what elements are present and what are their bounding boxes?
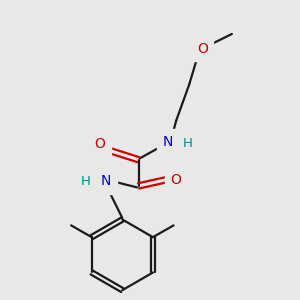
Text: O: O xyxy=(170,173,181,187)
Text: O: O xyxy=(197,42,208,56)
Text: O: O xyxy=(94,137,105,151)
Text: H: H xyxy=(81,175,91,188)
Text: H: H xyxy=(183,137,193,150)
Text: N: N xyxy=(163,135,173,149)
Text: N: N xyxy=(100,174,111,188)
